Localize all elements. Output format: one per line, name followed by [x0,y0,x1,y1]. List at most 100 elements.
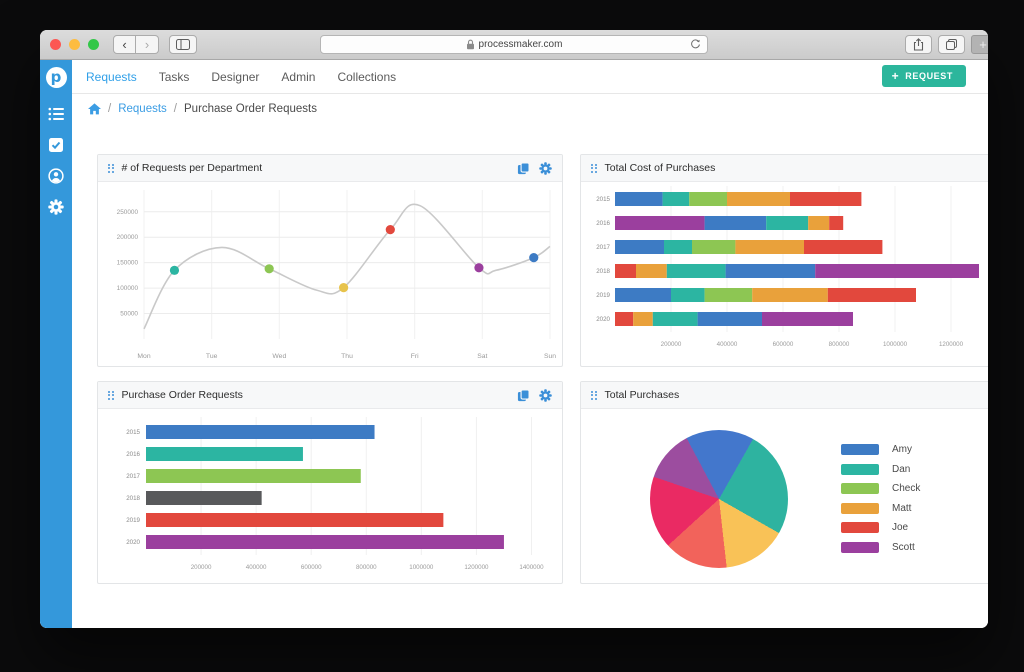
sidebar-requests-list-icon[interactable] [48,106,64,122]
svg-text:200000: 200000 [117,234,139,241]
url-bar[interactable]: processmaker.com [320,35,708,54]
panel-title: Total Purchases [604,389,680,401]
legend-swatch [841,444,879,456]
browser-window: ‹ › processmaker.com [40,30,988,628]
svg-text:Fri: Fri [411,353,419,360]
legend-swatch [841,541,879,553]
processmaker-app: p [40,60,988,628]
svg-text:600000: 600000 [301,564,322,571]
legend-label: Dan [892,463,911,475]
svg-text:1200000: 1200000 [939,341,964,348]
legend-label: Amy [892,444,912,456]
svg-text:800000: 800000 [829,341,850,348]
processmaker-logo[interactable]: p [45,67,67,88]
nav-item-tasks[interactable]: Tasks [158,69,190,84]
back-button[interactable]: ‹ [113,35,136,54]
duplicate-icon[interactable] [517,388,530,402]
tabs-icon [946,39,957,50]
legend-item: Amy [841,440,920,460]
duplicate-icon[interactable] [517,161,530,175]
stacked-bar-chart-svg: 200000 400000 600000 800000 1000000 1200000 20… [596,186,979,348]
chrome-right-buttons: + [905,35,988,54]
panel-purchase-order-requests: Purchase Order Requests [97,381,563,584]
legend-item: Dan [841,460,920,480]
bar-chart-svg: 200000 400000 600000 800000 1000000 1200000 14… [126,417,544,571]
pie-legend: Amy Dan Check Matt Joe Scott [841,440,920,557]
panel-title: # of Requests per Department [121,162,263,174]
breadcrumb-link-requests[interactable]: Requests [118,103,167,115]
svg-text:1000000: 1000000 [409,564,434,571]
nav-item-admin[interactable]: Admin [281,69,316,84]
pie-chart [650,430,788,568]
home-icon[interactable] [88,103,101,115]
drag-handle-icon[interactable] [591,163,597,173]
panel-header: Purchase Order Requests [98,382,562,409]
svg-text:Thu: Thu [341,353,353,360]
zoom-window-button[interactable] [88,39,99,50]
panel-header: Total Cost of Purchases [581,155,988,182]
reload-icon[interactable] [690,39,701,50]
sidebar-tasks-icon[interactable] [48,137,64,153]
legend-swatch [841,502,879,514]
new-request-label: REQUEST [905,71,953,81]
svg-text:200000: 200000 [191,564,212,571]
new-request-button[interactable]: + REQUEST [881,65,966,87]
nav-item-collections[interactable]: Collections [337,69,397,84]
svg-text:Sat: Sat [477,353,487,360]
svg-text:Sun: Sun [544,353,556,360]
panel-title: Total Cost of Purchases [604,162,716,174]
legend-item: Check [841,479,920,499]
svg-text:2018: 2018 [596,268,610,275]
legend-item: Joe [841,518,920,538]
legend-swatch [841,522,879,534]
share-button[interactable] [905,35,932,54]
panel-header: # of Requests per Department [98,155,562,182]
svg-text:2019: 2019 [126,517,140,524]
svg-text:250000: 250000 [117,209,139,216]
pie-chart-area: Amy Dan Check Matt Joe Scott [581,409,988,568]
sidebar-panel-icon [176,39,190,50]
svg-text:800000: 800000 [356,564,377,571]
legend-label: Joe [892,522,909,534]
svg-text:1400000: 1400000 [519,564,544,571]
sidebar-toggle-button[interactable] [169,35,197,54]
close-window-button[interactable] [50,39,61,50]
nav-item-requests[interactable]: Requests [86,69,137,84]
forward-button[interactable]: › [136,35,159,54]
lock-icon [466,39,474,50]
svg-text:2017: 2017 [596,244,610,251]
stacked-bar-chart: 200000 400000 600000 800000 1000000 1200000 20… [581,182,988,366]
minimize-window-button[interactable] [69,39,80,50]
drag-handle-icon[interactable] [108,390,114,400]
svg-text:2015: 2015 [596,196,610,203]
panel-settings-gear-icon[interactable] [539,161,552,175]
legend-swatch [841,463,879,475]
svg-text:2016: 2016 [596,220,610,227]
show-tabs-button[interactable] [938,35,965,54]
svg-text:600000: 600000 [773,341,794,348]
app-sidebar: p [40,60,72,628]
panel-settings-gear-icon[interactable] [539,388,552,402]
new-tab-button[interactable]: + [971,35,988,54]
sidebar-account-icon[interactable] [48,168,64,184]
share-icon [913,38,924,51]
drag-handle-icon[interactable] [591,390,597,400]
svg-text:Tue: Tue [206,353,218,360]
drag-handle-icon[interactable] [108,163,114,173]
window-controls [50,39,99,50]
svg-text:100000: 100000 [117,285,139,292]
panel-header: Total Purchases [581,382,988,409]
plus-icon: + [891,69,900,83]
bar-chart: 200000 400000 600000 800000 1000000 1200000 14… [98,409,562,583]
sidebar-settings-gear-icon[interactable] [48,199,64,215]
browser-chrome: ‹ › processmaker.com [40,30,988,60]
legend-label: Check [892,483,921,495]
line-chart: Mon Tue Wed Thu Fri Sat Sun 50000 100000 150000 20… [98,182,562,366]
svg-text:400000: 400000 [246,564,267,571]
nav-item-designer[interactable]: Designer [211,69,260,84]
svg-text:2016: 2016 [126,451,140,458]
line-chart-svg: Mon Tue Wed Thu Fri Sat Sun 50000 100000 150000 20… [117,190,556,360]
legend-label: Matt [892,502,912,514]
svg-text:2019: 2019 [596,292,610,299]
svg-text:1000000: 1000000 [883,341,908,348]
